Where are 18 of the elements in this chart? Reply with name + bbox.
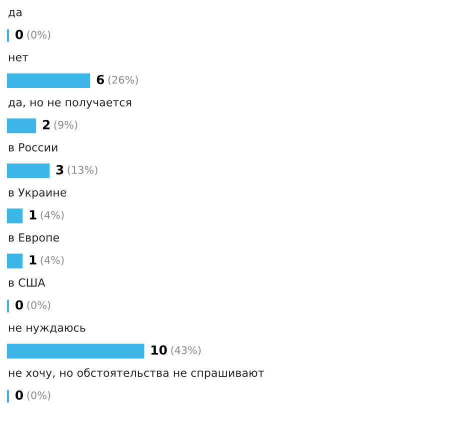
data-label: 6 (26%) xyxy=(96,74,138,85)
y-tick-label: да, но не получается xyxy=(8,100,132,109)
y-tick-label: не нуждаюсь xyxy=(8,325,86,334)
data-label: 0 (0%) xyxy=(16,300,50,310)
data-label: 2 (9%) xyxy=(42,120,78,130)
y-tick-label: да xyxy=(8,10,22,18)
data-label: 1 (4%) xyxy=(30,255,64,266)
data-label: 10 (43%) xyxy=(152,345,201,356)
y-tick-label: в Европе xyxy=(8,233,59,244)
y-tick-label: нет xyxy=(8,54,28,62)
y-tick-label: в США xyxy=(8,278,46,287)
y-tick-label: в России xyxy=(8,143,58,152)
data-label: 0 (0%) xyxy=(16,390,50,400)
data-label: 3 (13%) xyxy=(56,165,98,176)
y-tick-label: в Украине xyxy=(8,188,66,199)
data-label: 1 (4%) xyxy=(30,210,64,220)
data-label: 0 (0%) xyxy=(16,30,50,40)
y-tick-label: не хочу, но обстоятельства не спрашивают xyxy=(8,368,264,380)
